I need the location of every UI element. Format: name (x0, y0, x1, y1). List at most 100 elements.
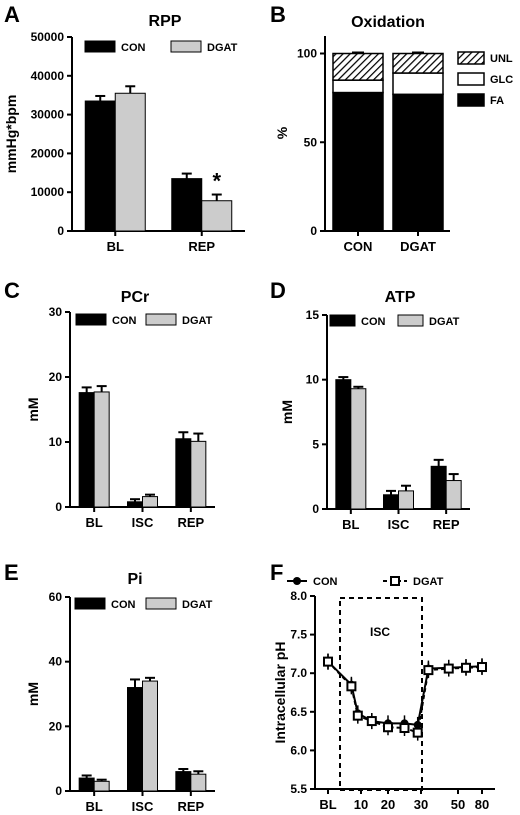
pi-x-tick-label: REP (177, 799, 204, 814)
pcr-legend-swatch-dgat (145, 313, 177, 326)
pi-y-axis-label: mM (25, 682, 41, 706)
panel-label-c: C (4, 278, 20, 303)
oxidation-segment-unl (392, 52, 444, 74)
ph-point-dgat (412, 727, 423, 738)
pcr-bar-dgat (142, 496, 158, 508)
pcr-x-tick-label: ISC (132, 515, 154, 530)
ph-y-axis-label: Intracellular pH (272, 642, 288, 744)
pi-legend-label: CON (111, 599, 136, 611)
pi-legend-label: DGAT (182, 599, 213, 611)
ph-legend-marker-dgat (390, 576, 400, 586)
pcr-bar-con (78, 392, 95, 508)
pcr-bar-con (127, 501, 143, 508)
pcr-legend-swatch-con (75, 313, 107, 326)
atp-bar-con (383, 494, 399, 510)
rpp-bar-con (84, 100, 116, 232)
ph-x-tick-label: BL (319, 797, 336, 812)
pi-bar-con (175, 771, 192, 792)
pcr-y-tick-label: 10 (49, 435, 63, 449)
panel-label-f: F (270, 560, 283, 585)
rpp-legend-label: CON (121, 42, 146, 54)
pi-legend-swatch-con (74, 597, 106, 610)
atp-x-tick-label: ISC (388, 517, 410, 532)
ph-chart: Intracellular pH 5.5 6.0 6.5 7.0 7.5 8.0 BL 10 20… (272, 576, 495, 812)
oxidation-segment-fa (332, 91, 384, 232)
oxidation-chart-title: Oxidation (351, 14, 425, 31)
pi-bar-dgat (190, 773, 207, 792)
pcr-chart: PCr mM 0 10 20 30 BL ISC REP CON DGAT (25, 289, 215, 530)
oxidation-y-tick-label: 50 (304, 135, 318, 149)
ph-y-tick-label: 8.0 (290, 589, 307, 603)
pi-x-tick-label: ISC (132, 799, 154, 814)
atp-bar-con (430, 465, 447, 510)
atp-chart-title: ATP (385, 289, 416, 306)
atp-x-tick-label: BL (342, 517, 359, 532)
atp-y-tick-label: 15 (306, 308, 320, 322)
oxidation-segment-unl (332, 52, 384, 81)
ph-legend-label: CON (313, 576, 338, 588)
ph-x-tick-label: 20 (381, 797, 395, 812)
ph-point-dgat (399, 723, 410, 734)
pi-bar-dgat (93, 780, 110, 792)
ph-isc-box (339, 597, 423, 791)
rpp-y-tick-label: 0 (57, 224, 64, 238)
ph-point-dgat (461, 662, 471, 673)
atp-y-tick-label: 10 (306, 373, 320, 387)
atp-y-axis-label: mM (279, 400, 295, 424)
pi-y-tick-label: 20 (49, 719, 63, 733)
pi-bar-con (127, 687, 143, 792)
pcr-y-tick-label: 0 (55, 500, 62, 514)
ph-y-tick-label: 7.5 (290, 628, 307, 642)
ph-x-tick-label: 50 (451, 797, 465, 812)
oxidation-x-tick-label: CON (344, 239, 373, 254)
oxidation-y-axis-label: % (274, 126, 290, 139)
rpp-y-tick-label: 10000 (31, 185, 65, 199)
pi-chart: Pi mM 0 20 40 60 BL ISC REP CON DGAT (25, 571, 215, 814)
atp-x-tick-label: REP (433, 517, 460, 532)
oxidation-legend-label: GLC (490, 74, 513, 86)
panel-label-a: A (4, 2, 20, 27)
ph-x-tick-label: 10 (354, 797, 368, 812)
pcr-bar-dgat (190, 440, 207, 508)
pi-bar-con (78, 777, 95, 792)
panel-label-d: D (270, 278, 286, 303)
oxidation-segment-glc (332, 79, 384, 94)
rpp-y-tick-label: 30000 (31, 108, 65, 122)
ph-point-dgat (366, 716, 377, 727)
oxidation-legend-label: UNL (490, 53, 513, 65)
rpp-significance-marker: * (212, 169, 221, 194)
ph-point-dgat (323, 656, 333, 667)
rpp-x-tick-label: REP (188, 239, 215, 254)
pcr-legend-label: CON (112, 315, 137, 327)
oxidation-legend-swatch-fa (457, 93, 485, 107)
ph-x-tick-label: 30 (414, 797, 428, 812)
pcr-x-tick-label: REP (177, 515, 204, 530)
ph-point-dgat (352, 710, 363, 721)
atp-y-tick-label: 0 (312, 502, 319, 516)
atp-legend-swatch-dgat (397, 314, 424, 327)
atp-bar-dgat (350, 388, 367, 510)
ph-x-tick-label: 80 (475, 797, 489, 812)
atp-bar-dgat (398, 490, 414, 510)
rpp-y-tick-label: 40000 (31, 69, 65, 83)
oxidation-legend-label: FA (490, 95, 504, 107)
ph-y-tick-label: 7.0 (290, 666, 307, 680)
rpp-legend-label: DGAT (207, 42, 238, 54)
rpp-chart: RPP mmHg*bpm 0 10000 20000 30000 40000 50000 BL R… (3, 13, 245, 254)
ph-isc-label: ISC (370, 625, 390, 639)
ph-point-dgat (443, 663, 454, 674)
ph-y-tick-label: 5.5 (290, 782, 307, 796)
pi-y-tick-label: 0 (55, 784, 62, 798)
rpp-legend-swatch-con (84, 40, 116, 53)
ph-legend-label: DGAT (413, 576, 444, 588)
ph-y-tick-label: 6.0 (290, 743, 307, 757)
atp-y-tick-label: 5 (312, 437, 319, 451)
rpp-bar-dgat (114, 92, 146, 232)
pi-bar-dgat (142, 680, 158, 792)
oxidation-y-tick-label: 0 (310, 224, 317, 238)
rpp-y-axis-label: mmHg*bpm (3, 95, 19, 174)
pcr-x-tick-label: BL (85, 515, 102, 530)
ph-legend-marker-con (293, 577, 301, 585)
pcr-y-axis-label: mM (25, 397, 41, 421)
